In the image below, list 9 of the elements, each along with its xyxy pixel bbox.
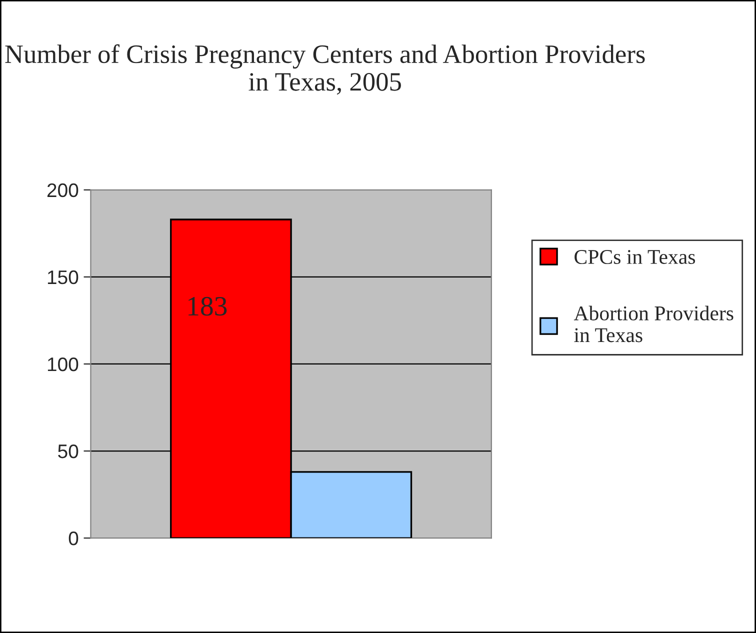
y-tick-label: 0 [68,532,78,546]
legend-label: Abortion Providers in Texas [574,306,734,342]
data-label: 183 [188,296,227,316]
y-tick-label: 150 [48,270,78,284]
legend-label: CPCs in Texas [574,250,695,264]
y-tick-label: 50 [58,444,78,458]
y-tick-label: 200 [47,183,78,198]
chart-title: Number of Crisis Pregnancy Centers and Abortion Providers in Texas, 2005 [5,44,645,95]
y-tick-label: 100 [48,357,78,372]
